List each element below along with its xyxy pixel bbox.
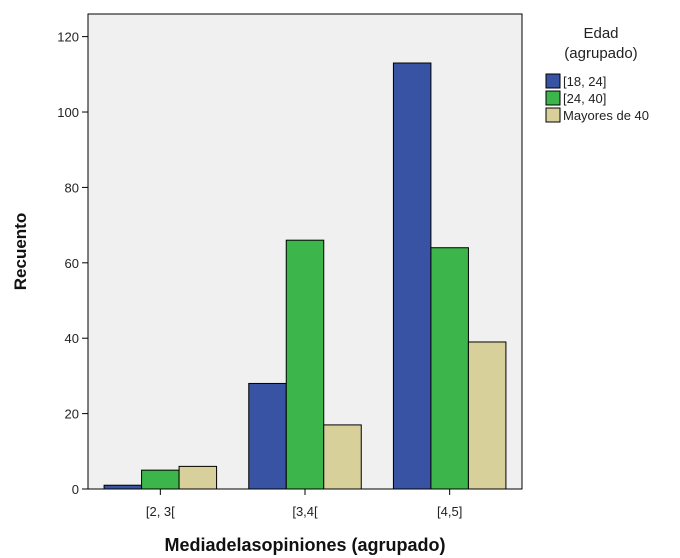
y-tick-label: 80 <box>65 180 79 195</box>
x-axis-title: Mediadelasopiniones (agrupado) <box>164 535 445 555</box>
x-tick-label: [4,5] <box>437 504 462 519</box>
bar-18-24-0 <box>103 484 143 490</box>
bars-group <box>103 62 507 490</box>
bar-18-24-1 <box>248 382 287 490</box>
y-tick-label: 20 <box>65 407 79 422</box>
x-tick-label: [3,4[ <box>292 504 318 519</box>
y-tick-label: 100 <box>57 105 79 120</box>
bar-mayores-de-40-0 <box>178 465 218 490</box>
bar-24-40-0 <box>141 469 180 490</box>
y-tick-label: 120 <box>57 30 79 45</box>
legend-title: Edad <box>583 25 618 42</box>
bar-mayores-de-40-1 <box>323 424 362 490</box>
legend: Edad (agrupado) [18, 24] [24, 40] Mayores … <box>545 25 649 123</box>
legend-swatch <box>545 107 561 123</box>
legend-label: [24, 40] <box>563 91 606 106</box>
y-axis: 0 20 40 60 80 100 120 <box>57 30 88 497</box>
bar-18-24-2 <box>392 62 432 490</box>
x-axis: [2, 3[ [3,4[ [4,5] <box>146 489 462 519</box>
bar-mayores-de-40-2 <box>467 341 507 490</box>
y-tick-label: 60 <box>65 256 79 271</box>
y-axis-title: Recuento <box>11 213 30 290</box>
legend-swatch <box>545 73 561 89</box>
bar-24-40-2 <box>430 247 469 490</box>
x-tick-label: [2, 3[ <box>146 504 175 519</box>
y-tick-label: 0 <box>72 482 79 497</box>
legend-swatch <box>545 90 561 106</box>
legend-label: Mayores de 40 <box>563 108 649 123</box>
y-tick-label: 40 <box>65 331 79 346</box>
bar-24-40-1 <box>285 239 325 490</box>
legend-title-subtitle: (agrupado) <box>564 45 637 62</box>
legend-label: [18, 24] <box>563 74 606 89</box>
